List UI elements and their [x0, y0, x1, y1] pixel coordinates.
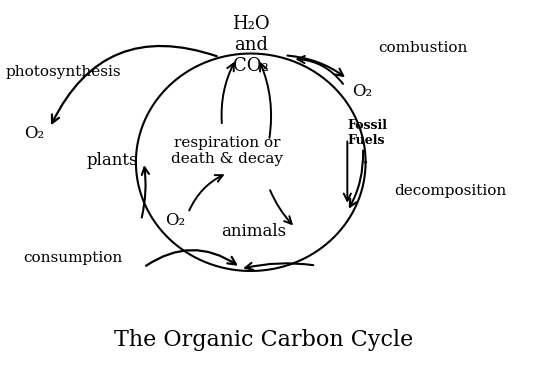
Text: photosynthesis: photosynthesis — [5, 65, 121, 79]
Text: The Organic Carbon Cycle: The Organic Carbon Cycle — [114, 329, 413, 351]
Text: Fossil
Fuels: Fossil Fuels — [347, 119, 388, 147]
Text: combustion: combustion — [378, 41, 468, 55]
Text: respiration or
death & decay: respiration or death & decay — [172, 136, 283, 166]
Text: O₂: O₂ — [353, 83, 373, 100]
Text: O₂: O₂ — [24, 125, 44, 142]
Text: plants: plants — [87, 152, 138, 169]
Text: O₂: O₂ — [165, 212, 185, 229]
Text: H₂O
and
CO₂: H₂O and CO₂ — [232, 15, 270, 75]
Text: consumption: consumption — [24, 251, 123, 265]
Text: decomposition: decomposition — [394, 184, 507, 198]
Text: animals: animals — [221, 223, 286, 240]
